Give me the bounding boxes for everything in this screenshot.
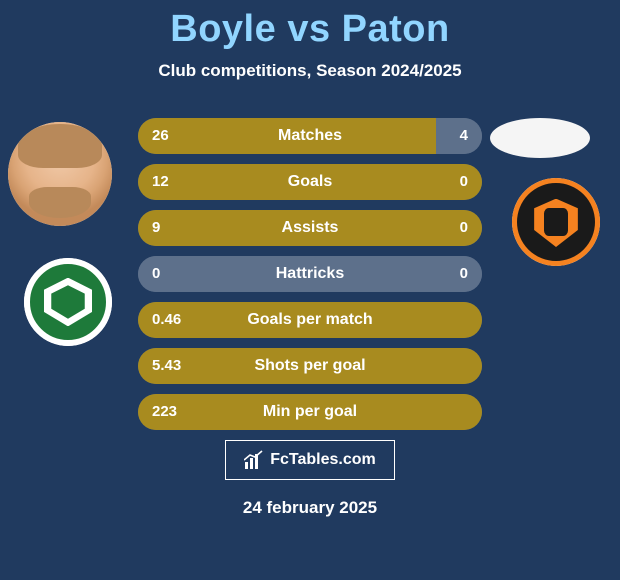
stat-label: Assists bbox=[138, 210, 482, 246]
title-player2: Paton bbox=[342, 8, 450, 50]
stat-row: 5.43Shots per goal bbox=[138, 348, 482, 384]
stat-row: 90Assists bbox=[138, 210, 482, 246]
stat-row: 264Matches bbox=[138, 118, 482, 154]
player1-club-crest bbox=[24, 258, 112, 346]
stat-label: Goals per match bbox=[138, 302, 482, 338]
stat-label: Goals bbox=[138, 164, 482, 200]
subtitle: Club competitions, Season 2024/2025 bbox=[0, 61, 620, 81]
title-player1: Boyle bbox=[170, 8, 276, 50]
logo-text: FcTables.com bbox=[270, 451, 376, 469]
stat-row: 0.46Goals per match bbox=[138, 302, 482, 338]
stat-rows: 264Matches 120Goals 90Assists 00Hattricks 0.… bbox=[138, 118, 482, 440]
stat-label: Hattricks bbox=[138, 256, 482, 292]
player1-avatar bbox=[8, 122, 112, 226]
player2-avatar bbox=[490, 118, 590, 158]
player2-club-crest bbox=[512, 178, 600, 266]
hibernian-crest-icon bbox=[24, 258, 112, 346]
stat-label: Shots per goal bbox=[138, 348, 482, 384]
chart-icon bbox=[244, 450, 264, 470]
comparison-card: Boyle vs Paton Club competitions, Season… bbox=[0, 0, 620, 580]
title: Boyle vs Paton bbox=[0, 0, 620, 51]
stat-label: Min per goal bbox=[138, 394, 482, 430]
stat-row: 00Hattricks bbox=[138, 256, 482, 292]
dundee-united-crest-icon bbox=[512, 178, 600, 266]
stat-row: 223Min per goal bbox=[138, 394, 482, 430]
player1-face-placeholder bbox=[8, 122, 112, 226]
date: 24 february 2025 bbox=[0, 498, 620, 518]
stat-row: 120Goals bbox=[138, 164, 482, 200]
title-vs: vs bbox=[287, 8, 330, 50]
fctables-logo: FcTables.com bbox=[225, 440, 395, 480]
lion-icon bbox=[544, 208, 569, 236]
stat-label: Matches bbox=[138, 118, 482, 154]
